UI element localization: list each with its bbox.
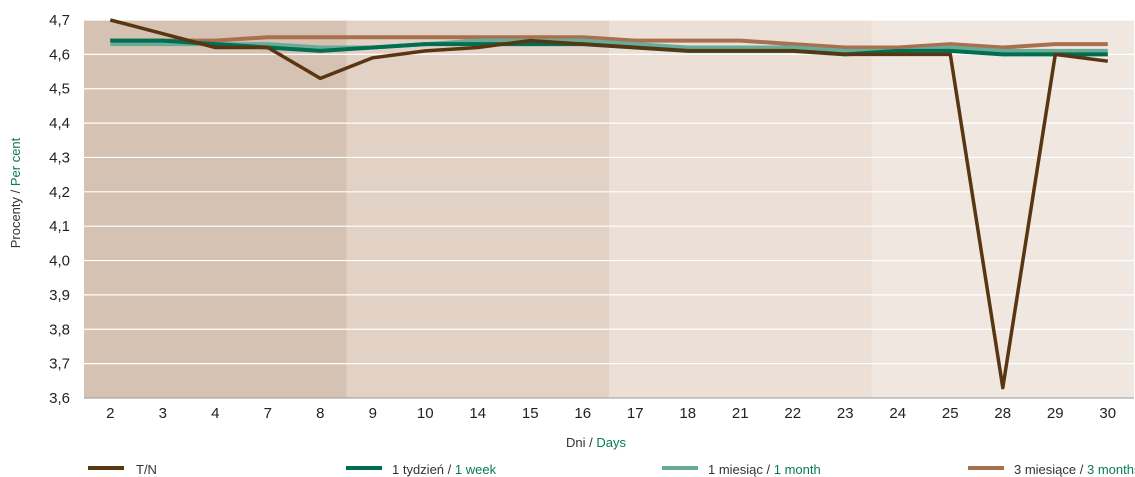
legend-label-pl: 1 miesiąc / <box>708 462 774 477</box>
series-line <box>110 35 1108 50</box>
legend-label: 3 miesiące / 3 months <box>1014 462 1135 477</box>
x-tick-label: 15 <box>522 405 539 422</box>
y-axis-ticks: 3,6 3,7 3,8 3,9 4,0 4,1 4,2 4,3 4,4 4,5 4,6 4,7 <box>49 12 70 407</box>
x-tick-label: 7 <box>264 405 272 422</box>
legend-label-en: 1 month <box>774 462 821 477</box>
y-tick-label: 3,6 <box>49 390 70 407</box>
y-tick-label: 4,0 <box>49 253 70 270</box>
legend-swatch <box>662 466 698 470</box>
x-tick-label: 9 <box>369 405 377 422</box>
y-tick-label: 3,8 <box>49 321 70 338</box>
y-tick-label: 4,7 <box>49 12 70 29</box>
x-tick-label: 23 <box>837 405 854 422</box>
x-tick-label: 14 <box>469 405 486 422</box>
series-line <box>110 38 1108 53</box>
x-tick-label: 22 <box>784 405 801 422</box>
legend-item: T/N <box>88 462 157 477</box>
x-tick-label: 24 <box>889 405 906 422</box>
y-tick-label: 4,4 <box>49 115 70 132</box>
y-axis-title-pl: Procenty / <box>8 186 23 248</box>
x-axis-title-en: Days <box>596 435 626 450</box>
y-tick-label: 4,2 <box>49 184 70 201</box>
legend-swatch <box>968 466 1004 470</box>
y-tick-label: 4,3 <box>49 149 70 166</box>
x-axis-title-pl: Dni / <box>566 435 596 450</box>
legend-item: 1 tydzień / 1 week <box>346 462 497 477</box>
y-tick-label: 4,6 <box>49 46 70 63</box>
legend-label-en: 3 months <box>1087 462 1135 477</box>
x-tick-label: 28 <box>994 405 1011 422</box>
legend-label: 1 miesiąc / 1 month <box>708 462 821 477</box>
x-tick-label: 4 <box>211 405 219 422</box>
legend-label-pl: T/N <box>136 462 157 477</box>
y-tick-label: 4,1 <box>49 218 70 235</box>
y-axis-title: Procenty / Per cent <box>8 137 23 248</box>
background-band <box>346 20 609 398</box>
legend-swatch <box>346 466 382 470</box>
x-axis-ticks: 2 3 4 7 8 9 10 14 15 16 17 18 21 22 23 24 25 28 29 30 <box>106 405 1116 422</box>
legend-label: 1 tydzień / 1 week <box>392 462 497 477</box>
legend-label-pl: 1 tydzień / <box>392 462 455 477</box>
series-line <box>109 18 1109 390</box>
x-tick-label: 21 <box>732 405 749 422</box>
x-tick-label: 10 <box>417 405 434 422</box>
x-tick-label: 25 <box>942 405 959 422</box>
legend: T/N 1 tydzień / 1 week 1 miesiąc / 1 month… <box>88 462 1135 477</box>
x-tick-label: 17 <box>627 405 644 422</box>
y-tick-label: 3,9 <box>49 287 70 304</box>
legend-item: 1 miesiąc / 1 month <box>662 462 821 477</box>
background-bands <box>84 20 1134 398</box>
background-band <box>609 20 872 398</box>
series-lines <box>109 18 1109 390</box>
x-tick-label: 8 <box>316 405 324 422</box>
x-axis-title: Dni / Days <box>566 435 626 450</box>
legend-swatch <box>88 466 124 470</box>
x-tick-label: 2 <box>106 405 114 422</box>
x-tick-label: 18 <box>679 405 696 422</box>
y-tick-label: 3,7 <box>49 356 70 373</box>
x-tick-label: 3 <box>159 405 167 422</box>
legend-label-pl: 3 miesiące / <box>1014 462 1087 477</box>
legend-label: T/N <box>136 462 157 477</box>
y-axis-title-en: Per cent <box>8 137 23 186</box>
y-tick-label: 4,5 <box>49 81 70 98</box>
x-tick-label: 30 <box>1099 405 1116 422</box>
x-tick-label: 29 <box>1047 405 1064 422</box>
legend-label-en: 1 week <box>455 462 497 477</box>
grid-lines <box>84 19 1134 399</box>
x-tick-label: 16 <box>574 405 591 422</box>
background-band <box>871 20 1134 398</box>
legend-item: 3 miesiące / 3 months <box>968 462 1135 477</box>
background-band <box>84 20 347 398</box>
